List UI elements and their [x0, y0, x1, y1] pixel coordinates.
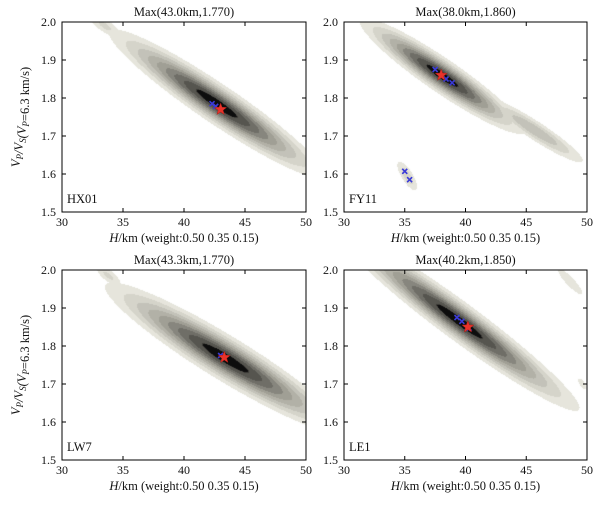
y-tick-label: 1.9 — [41, 53, 56, 67]
trace-point — [458, 318, 465, 325]
panel-hx01: 30 35 40 45 50 1.5 1.6 1.7 1.8 1.9 2.0 Max(43.0km,1… — [9, 5, 312, 245]
y-tick-label: 1.5 — [323, 205, 338, 219]
y-tick-label: 1.8 — [323, 91, 338, 105]
x-tick-label: 50 — [581, 215, 593, 229]
x-tick-label: 35 — [117, 215, 129, 229]
x-axis-label: H/km (weight:0.50 0.35 0.15) — [108, 231, 258, 245]
station-label: FY11 — [349, 192, 377, 206]
max-star — [461, 320, 475, 333]
x-tick-label: 35 — [399, 463, 411, 477]
x-tick-label: 45 — [520, 463, 532, 477]
y-tick-label: 1.7 — [323, 377, 338, 391]
panel-title: Max(40.2km,1.850) — [415, 253, 515, 267]
x-tick-label: 30 — [56, 215, 68, 229]
y-tick-label: 2.0 — [323, 263, 338, 277]
y-tick-label: 1.7 — [323, 129, 338, 143]
y-tick-label: 1.7 — [41, 377, 56, 391]
max-star — [434, 68, 448, 81]
y-tick-label: 2.0 — [41, 263, 56, 277]
x-tick-label: 50 — [300, 463, 312, 477]
y-tick-label: 2.0 — [323, 15, 338, 29]
station-label: LE1 — [349, 440, 371, 454]
max-star — [217, 350, 231, 363]
x-tick-label: 40 — [460, 215, 472, 229]
y-tick-label: 1.8 — [323, 339, 338, 353]
max-star — [214, 102, 228, 115]
panel-title: Max(43.3km,1.770) — [134, 253, 234, 267]
contour-field-hx01 — [62, 22, 306, 212]
y-tick-label: 1.6 — [323, 415, 338, 429]
x-tick-label: 30 — [56, 463, 68, 477]
panel-title: Max(43.0km,1.770) — [134, 5, 234, 19]
y-axis-label: VP/VS(VP=6.3 km/s) — [9, 315, 32, 415]
x-tick-label: 50 — [581, 463, 593, 477]
x-axis-label: H/km (weight:0.50 0.35 0.15) — [390, 479, 540, 493]
contour-field-fy11 — [344, 22, 587, 212]
trace-point — [449, 79, 456, 86]
x-tick-label: 35 — [117, 463, 129, 477]
y-tick-label: 1.8 — [41, 91, 56, 105]
trace-point — [432, 66, 439, 73]
contour-field-le1 — [344, 270, 587, 460]
station-label: LW7 — [67, 440, 92, 454]
y-tick-label: 1.5 — [41, 453, 56, 467]
trace-point — [401, 168, 408, 175]
y-tick-label: 1.5 — [323, 453, 338, 467]
y-tick-label: 1.6 — [41, 415, 56, 429]
y-tick-label: 1.6 — [323, 167, 338, 181]
x-tick-label: 30 — [338, 463, 350, 477]
y-tick-label: 1.5 — [41, 205, 56, 219]
x-tick-label: 45 — [520, 215, 532, 229]
y-tick-label: 1.9 — [41, 301, 56, 315]
panel-title: Max(38.0km,1.860) — [415, 5, 515, 19]
panel-fy11: 30 35 40 45 50 1.5 1.6 1.7 1.8 1.9 2.0 Max(38.0km,1… — [323, 5, 593, 245]
x-axis-label: H/km (weight:0.50 0.35 0.15) — [390, 231, 540, 245]
panel-le1: 30 35 40 45 50 1.5 1.6 1.7 1.8 1.9 2.0 Max(40.2km,1… — [323, 253, 593, 493]
trace-point — [453, 314, 461, 321]
y-axis-label: VP/VS(VP=6.3 km/s) — [9, 67, 32, 167]
y-tick-label: 1.7 — [41, 129, 56, 143]
x-tick-label: 40 — [178, 215, 190, 229]
y-tick-label: 1.9 — [323, 53, 338, 67]
x-tick-label: 30 — [338, 215, 350, 229]
x-tick-label: 45 — [239, 463, 251, 477]
x-tick-label: 35 — [399, 215, 411, 229]
x-tick-label: 40 — [460, 463, 472, 477]
trace-point — [406, 176, 413, 183]
x-tick-label: 50 — [300, 215, 312, 229]
y-tick-label: 1.8 — [41, 339, 56, 353]
trace-point — [442, 75, 450, 83]
y-tick-label: 2.0 — [41, 15, 56, 29]
station-label: HX01 — [67, 192, 98, 206]
y-tick-label: 1.6 — [41, 167, 56, 181]
y-tick-label: 1.9 — [323, 301, 338, 315]
contour-field-lw7 — [62, 270, 306, 460]
x-tick-label: 45 — [239, 215, 251, 229]
x-axis-label: H/km (weight:0.50 0.35 0.15) — [108, 479, 258, 493]
panel-lw7: 30 35 40 45 50 1.5 1.6 1.7 1.8 1.9 2.0 Max(43.3km,1… — [9, 253, 312, 493]
x-tick-label: 40 — [178, 463, 190, 477]
